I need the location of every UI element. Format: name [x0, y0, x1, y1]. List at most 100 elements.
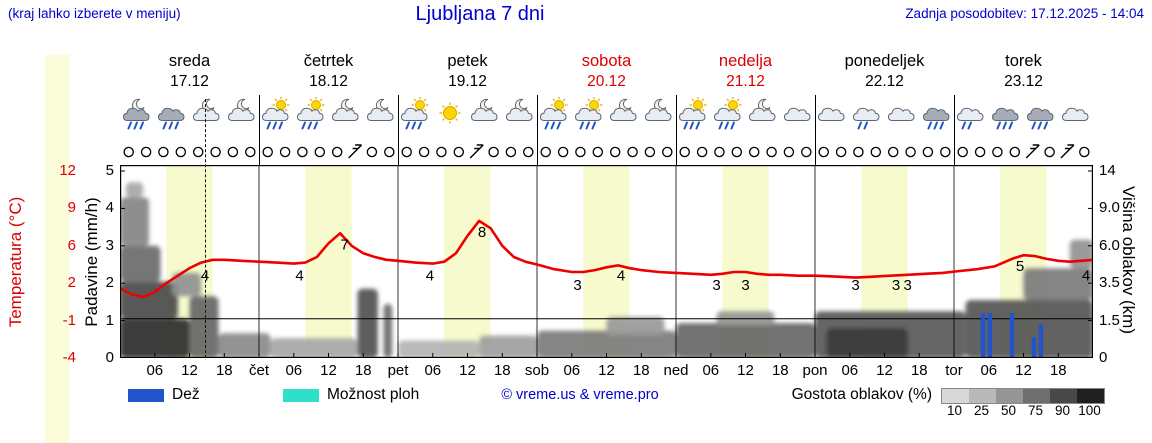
day-date: 23.12 — [1004, 73, 1043, 90]
rain-icon — [996, 121, 1014, 130]
day-header-sreda: sreda 17.12 — [120, 52, 259, 91]
cloud-icon — [609, 107, 637, 121]
rain-bar — [1031, 337, 1037, 358]
x-tick-label: sob — [524, 362, 550, 379]
calm-wind-icon — [523, 146, 534, 158]
cloud-icon — [644, 107, 672, 121]
cloud-axis-tick: 6.0 — [1099, 236, 1120, 254]
calm-wind-icon — [957, 146, 968, 158]
calm-wind-icon — [662, 146, 673, 158]
calm-wind-icon — [540, 146, 551, 158]
cloud-density-colorbar — [941, 388, 1105, 404]
day-separator — [398, 95, 399, 165]
cloud-icon — [1026, 107, 1054, 121]
day-date: 18.12 — [309, 73, 348, 90]
calm-wind-icon — [366, 146, 378, 158]
density-label: 100 — [1078, 403, 1101, 418]
cloud-icon — [540, 107, 567, 121]
daylight-band — [444, 165, 491, 358]
day-name: torek — [1005, 52, 1042, 70]
day-date: 19.12 — [448, 73, 487, 90]
calm-wind-icon — [227, 146, 239, 158]
calm-wind-icon — [731, 146, 743, 158]
cloud-icon — [401, 107, 428, 121]
x-tick-label: pon — [802, 362, 828, 379]
calm-wind-icon — [575, 146, 586, 158]
weather-icon-moon-cloud — [746, 97, 780, 135]
calm-wind-icon — [175, 146, 187, 158]
cloud-density-legend-label: Gostota oblakov (%) — [791, 386, 932, 403]
temp-axis-tick: 2 — [67, 274, 76, 292]
rain-icon — [405, 121, 423, 130]
day-date: 21.12 — [726, 73, 765, 90]
x-tick-label: 12 — [320, 362, 337, 379]
calm-wind-icon — [314, 146, 326, 158]
weather-icon-sun-rain — [676, 96, 710, 135]
rain-icon — [1031, 121, 1048, 130]
cloud-axis-tick: 14 — [1099, 162, 1116, 179]
rain-icon — [857, 121, 869, 130]
day-name: sobota — [581, 52, 632, 70]
temp-value-label: 4 — [1082, 268, 1090, 285]
weather-icon-cloud — [1059, 97, 1093, 135]
temp-axis-tick: 9 — [67, 199, 76, 217]
calm-wind-icon — [818, 146, 829, 158]
cloud-icon — [227, 107, 255, 121]
precip-axis-tick: 5 — [105, 162, 114, 179]
density-swatch — [1077, 389, 1104, 403]
day-header-ponedeljek: ponedeljek 22.12 — [815, 52, 954, 91]
density-label: 75 — [1027, 403, 1044, 418]
x-tick-label: 18 — [632, 362, 650, 379]
calm-wind-icon — [192, 146, 204, 158]
weather-icon-sun-rain — [398, 96, 432, 135]
calm-wind-icon — [853, 146, 864, 158]
calm-wind-icon — [609, 146, 621, 158]
cloud-axis-title: Višina oblakov (km) — [1119, 185, 1138, 335]
cloud-icon — [992, 107, 1019, 121]
day-name: petek — [447, 52, 488, 70]
wind-barb-icon — [1060, 144, 1075, 159]
temp-value-label: 4 — [426, 268, 434, 285]
wind-barb-icon — [469, 144, 484, 159]
day-name: sreda — [168, 52, 211, 70]
temp-value-label: 4 — [617, 268, 625, 285]
precip-axis-tick: 4 — [105, 199, 114, 217]
x-tick-label: 18 — [354, 362, 372, 379]
x-tick-label: 06 — [424, 362, 442, 379]
cloud-axis-tick: 0 — [1099, 349, 1108, 366]
density-swatch — [942, 389, 969, 403]
precip-axis-tick: 3 — [105, 236, 114, 254]
rain-icon — [162, 121, 180, 130]
temp-axis-tick: 6 — [67, 236, 76, 254]
density-label: 50 — [1000, 403, 1017, 418]
calm-wind-icon — [696, 146, 708, 158]
showers-legend-swatch — [283, 389, 319, 402]
rain-icon — [579, 121, 597, 130]
cloud-axis-tick: 1.5 — [1099, 311, 1120, 329]
cloud-axis-tick: 9.0 — [1099, 199, 1120, 217]
copyright-link[interactable]: © vreme.us & vreme.pro — [501, 387, 659, 403]
calm-wind-icon — [279, 146, 291, 158]
cloud-icon — [575, 107, 602, 121]
cloud-icon — [957, 107, 984, 121]
cloud-icon — [887, 107, 915, 121]
x-tick-label: 06 — [146, 362, 164, 379]
x-tick-label: 18 — [771, 362, 789, 379]
calm-wind-icon — [436, 146, 447, 158]
calm-wind-icon — [748, 146, 760, 158]
cloud-icon — [853, 107, 880, 121]
calm-wind-icon — [766, 146, 777, 158]
weather-icon-cloud-rain — [920, 97, 954, 135]
left-accent-strip — [45, 55, 70, 443]
calm-wind-icon — [557, 146, 569, 158]
calm-wind-icon — [245, 146, 256, 158]
calm-wind-icon — [1009, 146, 1021, 158]
calm-wind-icon — [1079, 146, 1090, 158]
cloud-icon — [505, 107, 533, 121]
weather-icon-sun-rain — [259, 96, 293, 135]
cloud-icon — [922, 107, 950, 121]
weather-icon-moon-cloud — [190, 97, 224, 135]
rain-bar — [987, 313, 993, 358]
calm-wind-icon — [384, 146, 395, 158]
